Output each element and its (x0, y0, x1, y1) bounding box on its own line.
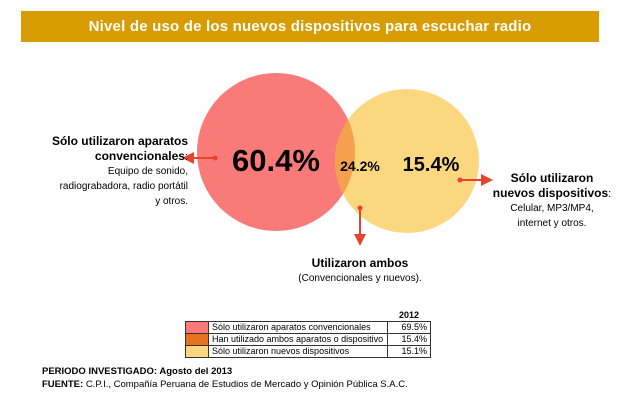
annotation-right-colon: : (608, 188, 612, 200)
arrow-left-dot (212, 155, 218, 161)
legend-row: Sólo utilizaron nuevos dispositivos 15.1… (185, 345, 431, 358)
annotation-left-desc-1: Equipo de sonido, (107, 166, 188, 177)
venn-circle-right (335, 89, 479, 233)
annotation-right-title-2: nuevos dispositivos (492, 186, 609, 200)
annotation-right-desc-1: Celular, MP3/MP4, (510, 203, 594, 214)
chart-title: Nivel de uso de los nuevos dispositivos … (88, 18, 532, 35)
period-text: PERIODO INVESTIGADO: Agosto del 2013 (42, 366, 233, 377)
legend-value: 15.4% (387, 333, 431, 346)
period-note: PERIODO INVESTIGADO: Agosto del 2013 (42, 366, 232, 377)
legend-swatch-new (185, 345, 209, 358)
annotation-bottom-title: Utilizaron ambos (311, 256, 409, 270)
legend-row: Sólo utilizaron aparatos convencionales … (185, 321, 431, 334)
annotation-bottom: Utilizaron ambos (Convencionales y nuevo… (270, 256, 450, 286)
legend-header-row: 2012 (186, 309, 431, 322)
annotation-bottom-desc: (Convencionales y nuevos). (298, 273, 422, 284)
legend-year: 2012 (387, 309, 431, 322)
legend-label: Sólo utilizaron nuevos dispositivos (208, 345, 388, 358)
legend-swatch-conventional (185, 321, 209, 334)
legend-label: Han utilizado ambos aparatos o dispositi… (208, 333, 388, 346)
source-text: C.P.I., Compañía Peruana de Estudios de … (85, 379, 408, 390)
source-note: FUENTE: C.P.I., Compañía Peruana de Estu… (42, 379, 408, 390)
legend-value: 69.5% (387, 321, 431, 334)
legend-swatch-both (185, 333, 209, 346)
legend-value: 15.1% (387, 345, 431, 358)
annotation-left-desc-2: radiograbadora, radio portátil (59, 181, 188, 192)
chart-title-bar: Nivel de uso de los nuevos dispositivos … (21, 11, 599, 42)
annotation-left-title-1: Sólo utilizaron aparatos (51, 134, 188, 148)
annotation-left-colon: : (184, 151, 188, 163)
annotation-right-title-1: Sólo utilizaron (510, 171, 594, 185)
annotation-left-desc-3: y otros. (155, 196, 188, 207)
region-label-left: 60.4% (232, 143, 320, 178)
annotation-left: Sólo utilizaron aparatos convencionales:… (40, 134, 188, 209)
annotation-right: Sólo utilizaron nuevos dispositivos: Cel… (487, 171, 617, 231)
annotation-right-desc-2: internet y otros. (517, 218, 587, 229)
venn-circle-left (197, 73, 355, 231)
annotation-left-title-2: convencionales (94, 149, 185, 163)
legend-table: 2012 Sólo utilizaron aparatos convencion… (185, 309, 431, 358)
arrow-down-dot (357, 205, 363, 211)
legend-row: Han utilizado ambos aparatos o dispositi… (185, 333, 431, 346)
arrow-right-dot (457, 177, 463, 183)
legend-label: Sólo utilizaron aparatos convencionales (208, 321, 388, 334)
region-label-right: 15.4% (403, 154, 460, 176)
source-label: FUENTE: (42, 379, 84, 390)
region-label-both: 24.2% (340, 158, 380, 174)
